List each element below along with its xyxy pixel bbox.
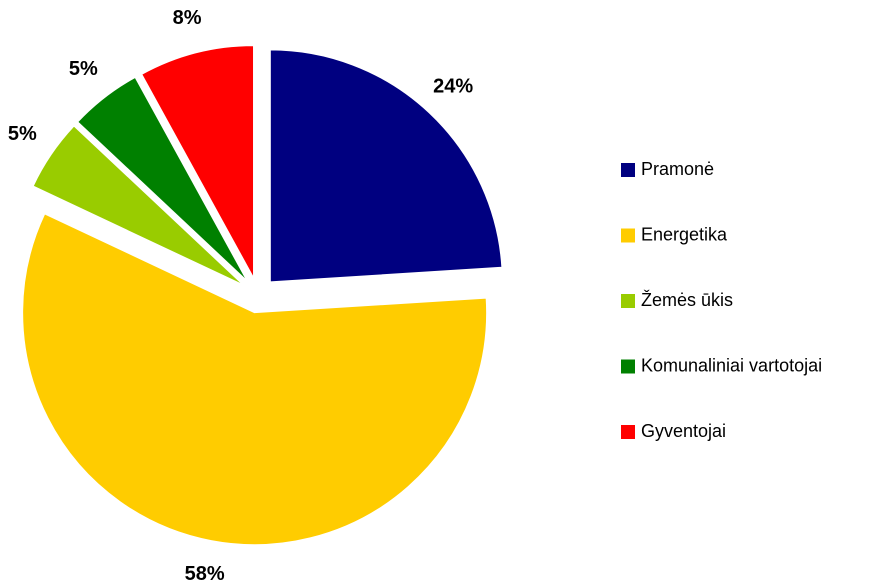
value-label: 8% — [173, 7, 202, 29]
legend-swatch — [621, 425, 635, 439]
pie-slice — [22, 213, 488, 546]
legend-swatch — [621, 163, 635, 177]
legend-swatch — [621, 228, 635, 243]
value-label: 5% — [8, 123, 37, 145]
pie-slice — [77, 76, 248, 282]
legend-label: Žemės ūkis — [641, 290, 733, 310]
value-label: 5% — [69, 58, 98, 80]
legend-label: Pramonė — [641, 159, 714, 179]
legend-label: Gyventojai — [641, 421, 726, 441]
value-label: 58% — [185, 563, 225, 585]
pie-slice — [269, 49, 503, 283]
legend-label: Energetika — [641, 224, 728, 244]
legend-label: Komunaliniai vartotojai — [641, 355, 822, 375]
legend-swatch — [621, 359, 635, 374]
legend-swatch — [621, 294, 635, 308]
pie-slice — [141, 45, 255, 278]
value-label: 24% — [433, 76, 473, 98]
pie-slice — [32, 125, 244, 286]
